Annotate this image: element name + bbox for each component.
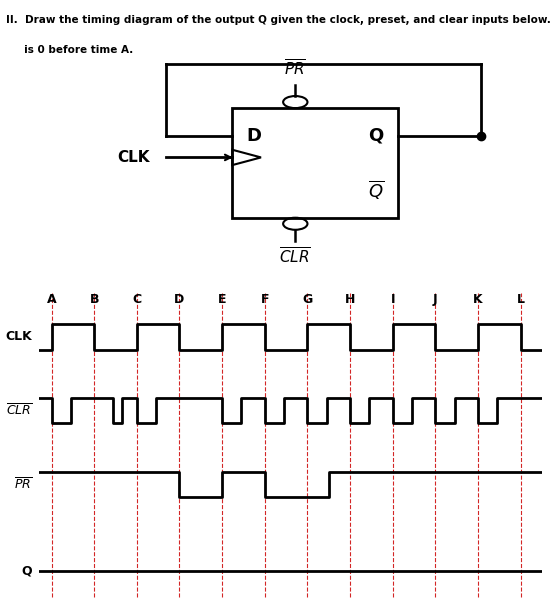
Text: C: C [132, 292, 142, 306]
Text: is 0 before time A.: is 0 before time A. [6, 45, 133, 55]
Text: Q: Q [22, 565, 32, 578]
Text: L: L [517, 292, 525, 306]
Text: J: J [433, 292, 437, 306]
Text: $\overline{CLR}$: $\overline{CLR}$ [6, 403, 32, 418]
Text: K: K [473, 292, 483, 306]
Text: I: I [390, 292, 395, 306]
Text: F: F [260, 292, 269, 306]
Text: H: H [345, 292, 355, 306]
Text: E: E [218, 292, 226, 306]
Text: CLK: CLK [6, 331, 32, 343]
Text: G: G [302, 292, 312, 306]
Text: D: D [174, 292, 185, 306]
Text: B: B [90, 292, 99, 306]
Text: Q: Q [368, 127, 383, 144]
Text: $\overline{PR}$: $\overline{PR}$ [14, 477, 32, 493]
Text: $\overline{Q}$: $\overline{Q}$ [368, 179, 384, 202]
Text: A: A [46, 292, 56, 306]
Text: $\overline{PR}$: $\overline{PR}$ [284, 59, 306, 79]
Text: CLK: CLK [117, 150, 149, 165]
Text: D: D [246, 127, 261, 144]
Text: $\overline{CLR}$: $\overline{CLR}$ [279, 247, 311, 267]
Text: II.  Draw the timing diagram of the output Q given the clock, preset, and clear : II. Draw the timing diagram of the outpu… [6, 15, 553, 25]
FancyBboxPatch shape [232, 108, 398, 217]
